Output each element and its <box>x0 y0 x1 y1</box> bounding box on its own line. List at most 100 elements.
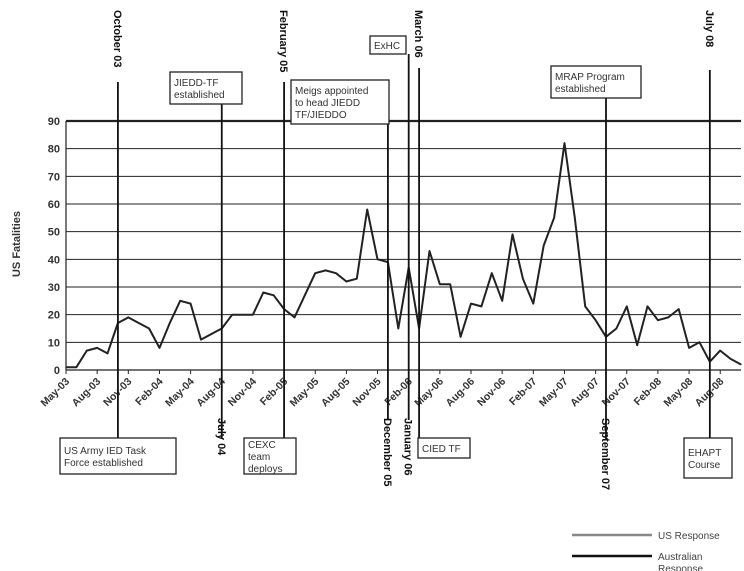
y-tick-label: 0 <box>54 365 60 377</box>
data-point <box>200 338 202 341</box>
data-point <box>584 305 586 307</box>
event-box-label-line: team <box>248 452 270 463</box>
data-point <box>262 291 264 294</box>
event-box <box>243 437 297 475</box>
event-box <box>683 437 733 479</box>
event-date-label: February 05 <box>277 10 289 72</box>
data-point <box>65 366 67 368</box>
data-point <box>148 327 150 330</box>
data-point <box>543 244 545 247</box>
data-point <box>179 300 181 302</box>
x-tick-label: Feb-05 <box>258 376 291 409</box>
event-box-label: Meigs appointed to head JIEDD TF/JIEDDO <box>295 86 368 121</box>
legend-label-line: Australian <box>658 552 702 563</box>
event-box-label-line: established <box>174 90 225 101</box>
data-point <box>698 341 701 343</box>
x-tick-label: Aug-07 <box>568 376 602 410</box>
legend: US Response Australian Response <box>572 531 720 571</box>
data-point <box>480 305 482 307</box>
data-point <box>511 233 514 236</box>
data-point <box>335 272 337 274</box>
data-point <box>96 347 98 349</box>
data-point <box>106 352 109 354</box>
event-date-label: September 07 <box>599 418 611 490</box>
data-point <box>190 303 192 305</box>
data-point <box>470 303 472 305</box>
data-point <box>626 305 628 307</box>
x-tick-label: Nov-06 <box>475 376 508 409</box>
event-box-label: CEXC team deploys <box>248 440 282 475</box>
data-point <box>719 350 721 352</box>
data-point <box>678 308 680 310</box>
gridlines <box>65 119 741 371</box>
event-box-label-line: CIED TF <box>422 444 461 455</box>
data-point <box>356 278 358 280</box>
x-axis-ticks: May-03Aug-03Nov-03Feb-04May-04Aug-04Nov-… <box>38 370 726 409</box>
event-box-label: ExHC <box>374 41 400 52</box>
y-axis-ticks: 0 10 20 30 40 50 60 70 80 90 <box>48 116 60 377</box>
x-tick-label: May-05 <box>288 376 322 410</box>
data-point <box>646 305 649 307</box>
event-box <box>290 79 390 125</box>
x-tick-label: May-06 <box>412 376 446 410</box>
event-box-label: JIEDD-TF established <box>174 78 225 101</box>
y-tick-label: 40 <box>48 254 60 266</box>
y-axis-label: US Fatalities <box>11 211 23 277</box>
x-tick-label: Aug-06 <box>443 376 477 410</box>
data-point <box>304 294 306 296</box>
event-date-label: July 04 <box>215 418 227 456</box>
data-point <box>688 347 690 349</box>
data-point <box>730 358 732 360</box>
y-tick-label: 20 <box>48 310 60 322</box>
event-box <box>417 437 471 459</box>
data-point <box>595 319 597 321</box>
data-point <box>314 272 316 274</box>
event-date-label: March 06 <box>412 10 424 58</box>
x-tick-label: Aug-04 <box>194 376 228 410</box>
legend-label: US Response <box>658 531 720 542</box>
x-tick-label: May-07 <box>537 376 571 410</box>
y-tick-label: 90 <box>48 116 60 128</box>
event-box-label-line: US Army IED Task <box>64 446 147 457</box>
data-point <box>491 272 493 274</box>
event-date-label: December 05 <box>381 418 393 487</box>
data-point <box>231 314 233 316</box>
event-box-label-line: EHAPT <box>688 448 721 459</box>
x-tick-label: May-03 <box>38 376 72 410</box>
data-point <box>376 258 379 260</box>
data-point <box>127 316 129 319</box>
data-point <box>273 294 275 296</box>
x-tick-label: Feb-04 <box>133 376 166 409</box>
x-tick-label: Nov-04 <box>226 376 259 409</box>
data-point <box>522 278 524 280</box>
data-point <box>428 250 431 252</box>
data-point <box>574 217 576 219</box>
event-box-label: EHAPT Course <box>688 448 721 471</box>
data-point <box>158 347 161 349</box>
x-tick-label: May-04 <box>163 376 197 410</box>
x-tick-label: Nov-07 <box>600 376 633 409</box>
data-point <box>460 336 462 338</box>
legend-label: Australian Response <box>658 552 703 571</box>
data-point <box>75 366 77 368</box>
data-point <box>449 283 451 285</box>
event-date-label: October 03 <box>111 10 123 67</box>
y-tick-label: 80 <box>48 144 60 156</box>
data-point <box>252 314 254 316</box>
x-tick-label: Feb-08 <box>632 376 665 409</box>
data-point <box>501 300 503 302</box>
data-point <box>740 363 742 366</box>
event-box-label: CIED TF <box>422 444 461 455</box>
event-box-label-line: Course <box>688 460 721 471</box>
data-point <box>210 333 212 335</box>
event-box-label-line: ExHC <box>374 41 400 52</box>
annotations: October 03 JIEDD-TF established February 05… <box>59 10 733 490</box>
event-box <box>550 65 642 99</box>
data-point <box>293 316 296 319</box>
y-tick-label: 30 <box>48 282 60 294</box>
event-box-label-line: to head JIEDD <box>295 98 360 109</box>
data-point <box>366 208 368 211</box>
data-point <box>657 319 659 321</box>
data-point <box>563 142 566 144</box>
